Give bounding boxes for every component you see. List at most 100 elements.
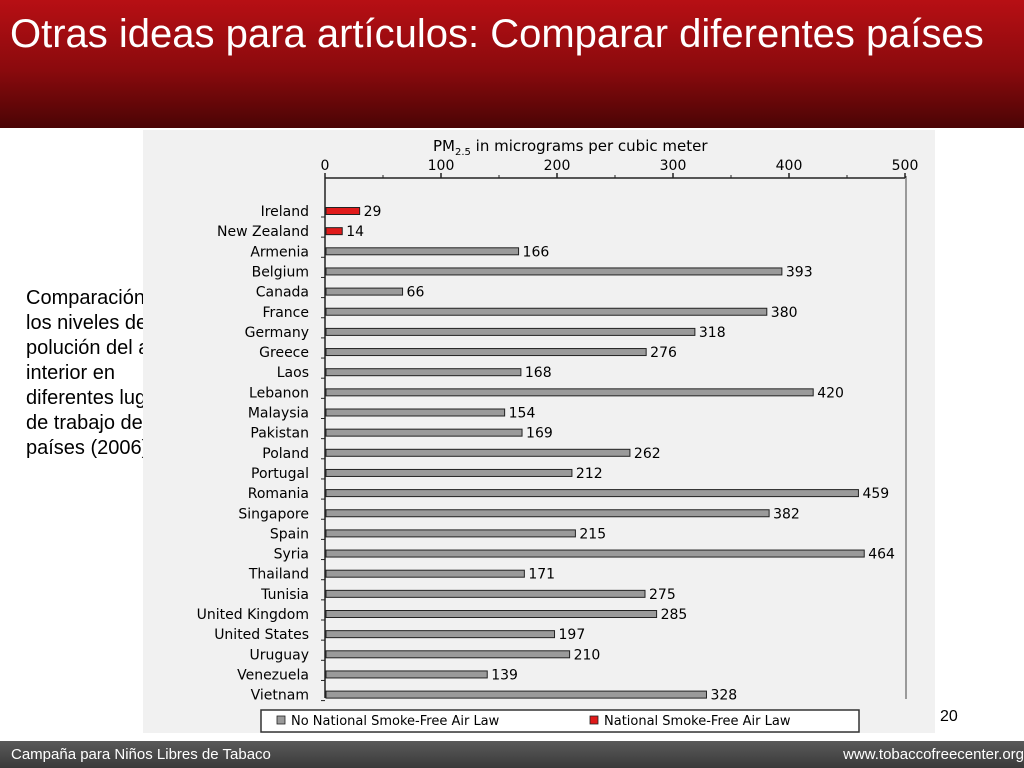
bar bbox=[325, 589, 646, 598]
data-label: 380 bbox=[771, 305, 798, 321]
data-label: 169 bbox=[526, 426, 553, 442]
bar bbox=[325, 630, 556, 639]
x-tick-label: 0 bbox=[321, 158, 330, 174]
bar bbox=[325, 327, 696, 336]
data-label: 215 bbox=[579, 526, 606, 542]
category-label: Poland bbox=[262, 446, 309, 462]
data-label: 171 bbox=[528, 567, 555, 583]
bar bbox=[325, 428, 523, 437]
legend-swatch-no-law bbox=[276, 715, 286, 725]
category-label: France bbox=[262, 305, 309, 321]
footer-left-text: Campaña para Niños Libres de Tabaco bbox=[11, 746, 271, 763]
legend-label-law: National Smoke-Free Air Law bbox=[604, 714, 791, 729]
chart-title-subscript: 2.5 bbox=[455, 147, 471, 158]
category-label: Uruguay bbox=[250, 647, 310, 663]
category-label: Romania bbox=[248, 486, 309, 502]
data-label: 29 bbox=[364, 204, 382, 220]
bar bbox=[325, 307, 768, 316]
chart-panel: PM2.5 in micrograms per cubic meter 0 100… bbox=[143, 130, 935, 733]
data-label: 393 bbox=[786, 264, 813, 280]
bar bbox=[325, 267, 783, 276]
bar bbox=[325, 227, 343, 236]
x-tick-label: 100 bbox=[428, 158, 455, 174]
category-label: Ireland bbox=[261, 204, 309, 220]
category-label: Syria bbox=[274, 547, 309, 563]
data-label: 154 bbox=[509, 406, 536, 422]
bar bbox=[325, 247, 520, 256]
bar bbox=[325, 388, 814, 397]
footer-bar: Campaña para Niños Libres de Tabaco www.… bbox=[0, 741, 1024, 768]
x-tick-label: 500 bbox=[892, 158, 919, 174]
bar bbox=[325, 690, 707, 699]
category-label: Canada bbox=[256, 285, 309, 301]
data-label: 197 bbox=[559, 627, 586, 643]
bar bbox=[325, 468, 573, 477]
slide-number: 20 bbox=[940, 708, 958, 725]
bar bbox=[325, 529, 576, 538]
category-label: Thailand bbox=[248, 567, 309, 583]
legend-layer: No National Smoke-Free Air Law National S… bbox=[260, 709, 860, 733]
data-label: 166 bbox=[523, 244, 550, 260]
category-label: Armenia bbox=[250, 244, 309, 260]
category-label: Venezuela bbox=[237, 667, 309, 683]
pm25-bar-chart: PM2.5 in micrograms per cubic meter 0 100… bbox=[197, 137, 919, 733]
title-bar: Otras ideas para artículos: Comparar dif… bbox=[0, 0, 1024, 128]
category-label: Pakistan bbox=[250, 426, 309, 442]
data-label: 262 bbox=[634, 446, 661, 462]
category-label: Greece bbox=[259, 345, 309, 361]
category-label: United Kingdom bbox=[197, 607, 309, 623]
data-label: 14 bbox=[346, 224, 364, 240]
category-label: Laos bbox=[277, 365, 309, 381]
data-label: 318 bbox=[699, 325, 726, 341]
category-label: Malaysia bbox=[248, 406, 309, 422]
category-label: Tunisia bbox=[260, 587, 309, 603]
x-tick-label: 400 bbox=[776, 158, 803, 174]
data-label: 139 bbox=[491, 667, 518, 683]
category-label: Belgium bbox=[252, 264, 309, 280]
slide-title: Otras ideas para artículos: Comparar dif… bbox=[10, 12, 984, 56]
data-label: 285 bbox=[661, 607, 688, 623]
category-label: New Zealand bbox=[217, 224, 309, 240]
bar bbox=[325, 287, 404, 296]
data-label: 66 bbox=[407, 285, 425, 301]
legend-label-no-law: No National Smoke-Free Air Law bbox=[291, 714, 500, 729]
bar bbox=[325, 610, 658, 618]
bar bbox=[325, 408, 506, 417]
bar bbox=[325, 569, 525, 578]
bar bbox=[325, 448, 631, 457]
bar bbox=[325, 549, 865, 558]
category-label: Germany bbox=[245, 325, 309, 341]
footer-website-text: www.tobaccofreecenter.org bbox=[843, 746, 1024, 763]
category-label: Singapore bbox=[238, 506, 309, 522]
bar bbox=[325, 348, 647, 357]
bar bbox=[325, 368, 522, 377]
bar bbox=[325, 670, 488, 679]
category-label: Portugal bbox=[251, 466, 309, 482]
category-label: United States bbox=[214, 627, 309, 643]
axis-layer: 0 100 200 300 400 500 Ireland New Zealand Armeni… bbox=[197, 158, 919, 704]
bar bbox=[325, 509, 770, 518]
bar bbox=[325, 207, 361, 215]
bar bbox=[325, 650, 571, 659]
data-label: 328 bbox=[710, 688, 737, 704]
data-label: 212 bbox=[576, 466, 603, 482]
data-label: 210 bbox=[574, 647, 601, 663]
legend-box bbox=[260, 709, 860, 733]
data-label: 276 bbox=[650, 345, 677, 361]
data-label: 168 bbox=[525, 365, 552, 381]
legend-swatch-law bbox=[589, 715, 599, 725]
chart-title-rest: in micrograms per cubic meter bbox=[471, 137, 708, 155]
data-label: 420 bbox=[817, 385, 844, 401]
data-label: 382 bbox=[773, 506, 800, 522]
category-label: Spain bbox=[270, 526, 309, 542]
data-label: 275 bbox=[649, 587, 676, 603]
category-label: Lebanon bbox=[249, 385, 309, 401]
data-label: 464 bbox=[868, 547, 895, 563]
chart-title: PM2.5 in micrograms per cubic meter bbox=[433, 137, 708, 158]
x-tick-label: 300 bbox=[660, 158, 687, 174]
bar bbox=[325, 489, 859, 498]
data-label: 459 bbox=[862, 486, 889, 502]
chart-title-main: PM bbox=[433, 137, 455, 155]
category-label: Vietnam bbox=[251, 688, 309, 704]
